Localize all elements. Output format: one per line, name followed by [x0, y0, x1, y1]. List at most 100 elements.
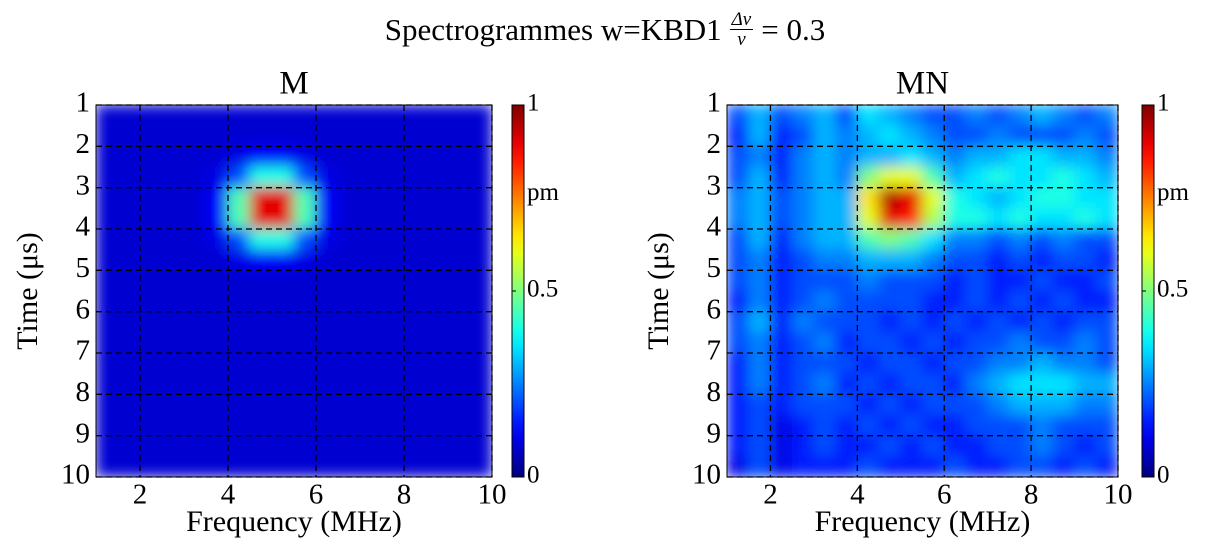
heatmap-cells — [96, 105, 492, 477]
heatmap-cell — [727, 269, 750, 292]
heatmap-cell — [727, 125, 750, 147]
heatmap-cell — [117, 393, 141, 416]
heatmap-cell — [1074, 311, 1097, 333]
y-tick-label: 3 — [707, 169, 722, 201]
heatmap-cell — [878, 269, 902, 292]
title-fraction: Δν ν — [729, 10, 754, 50]
heatmap-cell — [1095, 125, 1118, 147]
heatmap-cell — [878, 105, 902, 127]
heatmap-cell — [1074, 331, 1097, 354]
heatmap-cell — [1095, 249, 1118, 271]
heatmap-cell — [878, 207, 902, 230]
heatmap-cell — [425, 455, 449, 477]
heatmap-cell — [987, 145, 1010, 168]
heatmap-cell — [791, 105, 815, 127]
heatmap-cell — [337, 414, 361, 437]
heatmap-cell — [447, 228, 471, 251]
heatmap-cell — [117, 455, 141, 477]
heatmap-cell — [813, 228, 837, 251]
heatmap-cell — [922, 352, 945, 375]
y-tick-label: 10 — [61, 459, 90, 491]
heatmap-cell — [271, 331, 295, 354]
heatmap-cell — [205, 269, 229, 292]
heatmap-cell — [791, 249, 815, 271]
heatmap-cell — [205, 393, 229, 416]
heatmap-cell — [359, 352, 383, 375]
x-tick-label: 2 — [763, 479, 778, 511]
heatmap-cell — [183, 166, 207, 189]
heatmap-cell — [271, 187, 295, 209]
heatmap-cell — [965, 269, 989, 292]
heatmap-cell — [447, 414, 471, 437]
heatmap-cell — [1052, 311, 1076, 333]
heatmap-cell — [769, 455, 793, 477]
heatmap-cell — [117, 249, 141, 271]
heatmap-cell — [469, 290, 492, 313]
fraction-denominator: ν — [737, 29, 746, 50]
heatmap-cell — [813, 414, 837, 437]
heatmap-cell — [271, 228, 295, 251]
heatmap-cell — [227, 187, 251, 209]
heatmap-cell — [727, 331, 750, 354]
heatmap-cell — [249, 187, 273, 209]
heatmap-cell — [249, 373, 273, 395]
heatmap-cell — [1008, 207, 1032, 230]
heatmap-cell — [1052, 373, 1076, 395]
heatmap-cell — [315, 187, 339, 209]
heatmap-cell — [856, 414, 880, 437]
heatmap-cell — [337, 145, 361, 168]
heatmap-cell — [403, 105, 427, 127]
y-axis-label: Time (μs) — [11, 232, 44, 350]
heatmap-cell — [813, 105, 837, 127]
heatmap-cell — [987, 311, 1010, 333]
heatmap-cell — [337, 311, 361, 333]
heatmap-cell — [293, 105, 317, 127]
heatmap-cell — [469, 435, 492, 457]
heatmap-cell — [271, 145, 295, 168]
heatmap-cell — [205, 125, 229, 147]
heatmap-cell — [249, 228, 273, 251]
heatmap-cell — [769, 311, 793, 333]
heatmap-cell — [183, 435, 207, 457]
heatmap-cell — [96, 105, 119, 127]
heatmap-cell — [469, 125, 492, 147]
heatmap-cell — [359, 228, 383, 251]
heatmap-cell — [922, 207, 945, 230]
plot-area — [96, 105, 492, 477]
y-tick-label: 5 — [76, 252, 91, 284]
heatmap-cell — [835, 373, 858, 395]
heatmap-cell — [769, 373, 793, 395]
heatmap-cell — [900, 249, 923, 271]
heatmap-cell — [315, 125, 339, 147]
heatmap-cell — [96, 249, 119, 271]
heatmap-cell — [381, 269, 405, 292]
heatmap-cell — [381, 414, 405, 437]
heatmap-cell — [403, 187, 427, 209]
heatmap-cell — [359, 331, 383, 354]
heatmap-cell — [183, 290, 207, 313]
heatmap-cell — [447, 145, 471, 168]
heatmap-cell — [900, 207, 923, 230]
heatmap-cell — [791, 352, 815, 375]
heatmap-cell — [943, 455, 967, 477]
heatmap-cell — [271, 311, 295, 333]
heatmap-cell — [1074, 125, 1097, 147]
y-tick-label: 10 — [692, 459, 721, 491]
heatmap-cell — [1030, 331, 1054, 354]
heatmap-cell — [856, 455, 880, 477]
heatmap-cell — [381, 228, 405, 251]
heatmap-cell — [1095, 455, 1118, 477]
heatmap-cell — [1095, 145, 1118, 168]
heatmap-cell — [922, 249, 945, 271]
heatmap-cell — [1030, 125, 1054, 147]
heatmap-cell — [183, 207, 207, 230]
heatmap-cell — [1074, 393, 1097, 416]
heatmap-cell — [813, 187, 837, 209]
heatmap-cell — [139, 228, 163, 251]
heatmap-cell — [315, 166, 339, 189]
heatmap-cell — [337, 331, 361, 354]
heatmap-cell — [748, 373, 771, 395]
heatmap-cell — [293, 207, 317, 230]
heatmap-cell — [1052, 125, 1076, 147]
